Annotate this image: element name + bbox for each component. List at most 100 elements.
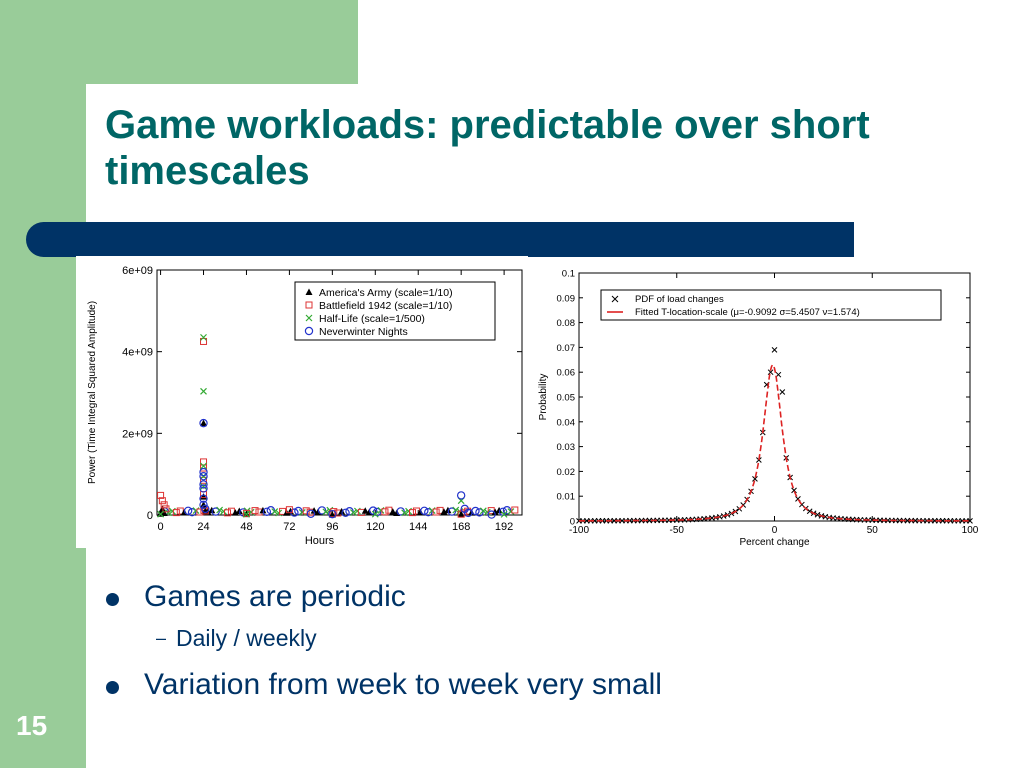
- bullet-text: Variation from week to week very small: [144, 668, 662, 701]
- data-point: [317, 506, 327, 515]
- data-point: [298, 508, 306, 516]
- data-point: [251, 507, 259, 515]
- data-point: [507, 508, 515, 516]
- x-tick-label: 72: [283, 521, 295, 533]
- y-tick-label: 0.06: [557, 368, 576, 379]
- sub-bullet-text: Daily / weekly: [176, 624, 317, 651]
- data-point: [328, 509, 337, 519]
- legend-label: America's Army (scale=1/10): [319, 287, 453, 299]
- slide-title: Game workloads: predictable over short t…: [105, 103, 870, 193]
- title-underline-bar: [26, 222, 854, 257]
- data-point: [479, 507, 487, 515]
- data-point: [371, 510, 379, 518]
- data-point: [338, 507, 346, 515]
- bullet-dot-icon: [106, 668, 144, 702]
- data-point: [814, 511, 821, 518]
- data-point: [211, 507, 220, 516]
- data-point: [456, 491, 466, 500]
- data-point: [200, 333, 207, 341]
- x-tick-label: -50: [670, 525, 685, 536]
- data-point: [500, 510, 508, 518]
- y-tick-label: 6e+09: [122, 265, 153, 277]
- data-point: [305, 314, 313, 322]
- data-point: [791, 487, 797, 494]
- x-axis-label: Hours: [305, 535, 335, 547]
- data-point: [447, 507, 457, 516]
- data-point: [483, 508, 491, 516]
- sub-bullet-item: – Daily / weekly: [106, 618, 986, 658]
- data-point: [310, 507, 318, 514]
- content-corner: [86, 84, 358, 164]
- x-tick-label: 24: [197, 521, 209, 533]
- data-point: [464, 508, 473, 518]
- data-point: [350, 509, 357, 517]
- y-tick-label: 2e+09: [122, 428, 153, 440]
- data-point: [200, 476, 208, 484]
- data-point: [223, 509, 231, 517]
- dash-icon: –: [156, 627, 167, 648]
- data-point: [389, 508, 397, 515]
- data-point: [199, 480, 208, 489]
- data-point: [401, 509, 409, 517]
- x-tick-label: 144: [409, 521, 427, 533]
- data-point: [259, 506, 267, 514]
- y-tick-label: 0: [570, 517, 575, 528]
- x-tick-label: 168: [452, 521, 470, 533]
- data-point: [475, 508, 484, 517]
- data-point: [235, 507, 243, 514]
- data-point: [432, 508, 440, 516]
- data-point: [779, 389, 786, 395]
- data-point: [457, 510, 465, 518]
- legend-box: [294, 281, 496, 341]
- y-tick-label: 0.01: [557, 492, 576, 503]
- y-tick-label: 0.09: [557, 293, 576, 304]
- data-point: [457, 510, 465, 518]
- fitted-curve: [579, 363, 970, 522]
- data-point: [199, 494, 208, 503]
- data-point: [199, 500, 208, 509]
- page-number: 15: [16, 710, 48, 741]
- data-point: [396, 507, 405, 516]
- legend-label: PDF of load changes: [635, 294, 724, 305]
- data-point: [368, 506, 378, 515]
- data-point: [420, 506, 429, 515]
- data-point: [771, 347, 778, 353]
- data-point: [160, 501, 168, 509]
- data-point: [157, 510, 165, 518]
- data-point: [158, 497, 166, 505]
- bullet-text: Games are periodic: [144, 580, 406, 613]
- series-cross: [157, 333, 508, 518]
- load-change-pdf-svg: -100 -50 0 50 100 0 0.01 0.02 0.03 0.04 0.05 0.06 0.…: [538, 269, 979, 549]
- data-point: [199, 467, 208, 477]
- data-point: [502, 505, 512, 515]
- y-axis-label: Probability: [538, 374, 549, 421]
- bullet-dot-icon: [106, 580, 144, 614]
- data-point: [266, 505, 275, 515]
- legend-label: Neverwinter Nights: [319, 326, 408, 338]
- data-point: [208, 506, 216, 514]
- x-tick-label: 50: [867, 525, 879, 536]
- y-tick-label: 0.07: [557, 343, 576, 354]
- x-tick-label: 48: [240, 521, 252, 533]
- data-point: [756, 457, 762, 463]
- bullet-item: Variation from week to week very small: [106, 664, 986, 706]
- x-tick-label: 96: [326, 521, 338, 533]
- data-point: [444, 506, 452, 514]
- y-tick-label: 0.05: [557, 393, 576, 404]
- data-point: [322, 508, 330, 516]
- data-point: [243, 510, 250, 518]
- y-tick-label: 0.1: [562, 269, 575, 280]
- data-point: [200, 482, 207, 490]
- x-tick-label: 0: [772, 525, 778, 536]
- series-square-open: [157, 337, 465, 518]
- power-scatter-svg: 0 24 48 72 96 120 144 168 192 0 2e+09 4e+09 6e+09 Hou…: [87, 265, 523, 547]
- data-point: [187, 508, 197, 517]
- y-tick-label: 0.04: [557, 417, 576, 428]
- legend-label: Fitted T-location-scale (μ=-0.9092 σ=5.4…: [635, 307, 860, 318]
- data-point: [199, 418, 208, 428]
- y-tick-label: 0.08: [557, 318, 576, 329]
- y-axis-label: Power (Time Integral Squared Amplitude): [87, 301, 98, 484]
- legend-label: Battlefield 1942 (scale=1/10): [319, 300, 452, 312]
- series-circle-open: [199, 418, 496, 519]
- load-change-pdf-chart: -100 -50 0 50 100 0 0.01 0.02 0.03 0.04 0.05 0.06 0.…: [532, 262, 984, 550]
